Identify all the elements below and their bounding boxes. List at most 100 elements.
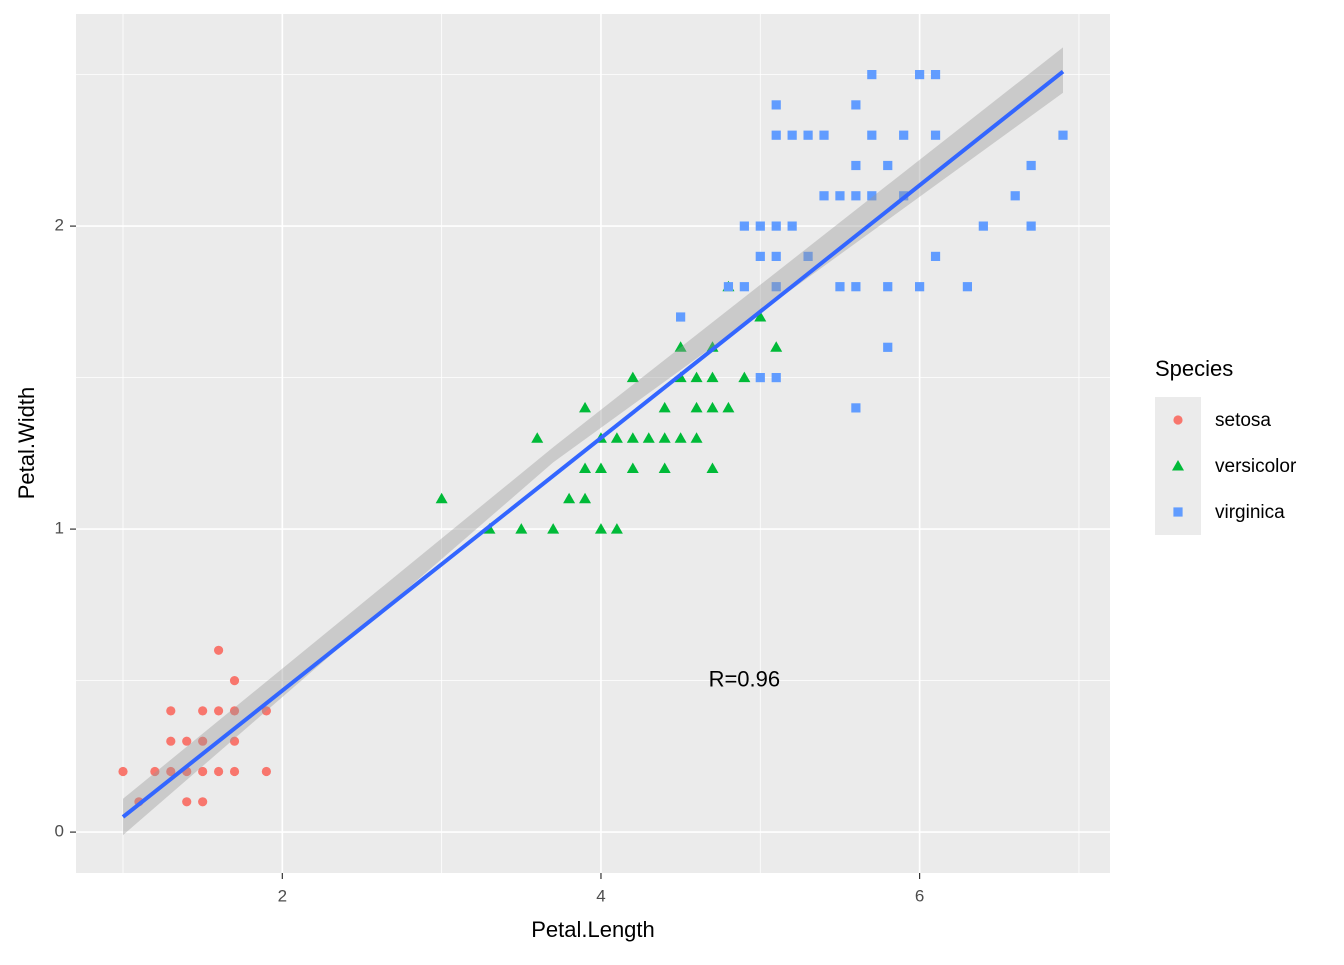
legend-label: setosa <box>1215 410 1271 431</box>
point <box>690 432 703 443</box>
x-tick-label: 2 <box>278 886 287 905</box>
point <box>851 191 861 201</box>
legend-title: Species <box>1155 356 1233 381</box>
point <box>835 282 845 292</box>
point <box>515 523 528 534</box>
point <box>771 130 781 140</box>
point <box>690 371 703 383</box>
point <box>1026 221 1036 231</box>
point <box>739 282 749 292</box>
point <box>547 523 560 534</box>
point <box>883 342 893 352</box>
point <box>962 282 973 292</box>
y-tick-label: 1 <box>55 519 64 538</box>
point <box>706 371 719 383</box>
point <box>754 310 767 322</box>
point <box>819 191 829 201</box>
point <box>150 766 160 777</box>
point <box>771 100 781 110</box>
point <box>674 432 687 443</box>
point <box>261 706 271 716</box>
point <box>930 251 941 261</box>
point <box>771 221 781 231</box>
point <box>978 221 988 231</box>
point <box>770 341 783 352</box>
point <box>1010 191 1020 201</box>
point <box>755 372 765 383</box>
point <box>579 492 592 504</box>
point <box>626 432 639 443</box>
point <box>771 282 781 292</box>
point <box>771 372 781 383</box>
point <box>229 706 240 716</box>
fit-line <box>121 70 1065 819</box>
point <box>213 766 224 777</box>
point <box>1026 160 1036 171</box>
point <box>851 160 861 171</box>
point <box>676 312 686 322</box>
point <box>198 736 208 746</box>
point <box>182 736 192 746</box>
point <box>229 736 240 746</box>
x-tick-label: 6 <box>915 886 924 905</box>
point <box>182 797 192 807</box>
point <box>867 130 877 140</box>
point <box>563 492 576 504</box>
point <box>198 797 208 807</box>
legend-label: versicolor <box>1215 456 1297 477</box>
point <box>915 69 925 80</box>
y-axis-title: Petal.Width <box>14 387 39 500</box>
point <box>722 401 735 413</box>
point <box>213 706 224 716</box>
point <box>610 432 623 443</box>
confidence-band <box>123 47 1063 836</box>
point <box>690 401 703 413</box>
point <box>739 221 749 231</box>
point <box>787 221 797 231</box>
legend-label: virginica <box>1215 502 1285 523</box>
point <box>755 251 765 261</box>
legend-symbol <box>1173 507 1183 517</box>
point <box>723 282 734 292</box>
point <box>213 645 224 655</box>
point <box>166 766 176 777</box>
point <box>771 251 781 261</box>
point <box>706 462 719 473</box>
point <box>610 523 623 534</box>
point <box>1058 130 1068 140</box>
point <box>166 706 176 716</box>
point <box>930 130 941 140</box>
point <box>198 706 208 716</box>
point <box>915 282 925 292</box>
y-tick-label: 0 <box>55 822 64 841</box>
point <box>851 282 861 292</box>
point <box>626 371 639 383</box>
point <box>803 251 813 261</box>
point <box>229 675 240 686</box>
point <box>626 462 639 473</box>
point <box>594 462 607 473</box>
point <box>851 403 861 413</box>
point <box>851 100 861 110</box>
point <box>819 130 829 140</box>
legend-symbol <box>1172 460 1184 471</box>
point <box>674 341 687 352</box>
point <box>867 69 877 80</box>
point <box>658 432 671 443</box>
x-axis-title: Petal.Length <box>531 917 655 942</box>
point <box>883 282 893 292</box>
point <box>787 130 797 140</box>
x-tick-label: 4 <box>596 886 605 905</box>
y-tick-label: 2 <box>55 216 64 235</box>
point <box>658 401 671 413</box>
point <box>579 462 592 473</box>
point <box>803 130 813 140</box>
point <box>930 69 941 80</box>
point <box>755 221 765 231</box>
point <box>594 523 607 534</box>
point <box>229 766 240 777</box>
point <box>579 401 592 413</box>
point <box>642 432 655 443</box>
point <box>867 191 877 201</box>
